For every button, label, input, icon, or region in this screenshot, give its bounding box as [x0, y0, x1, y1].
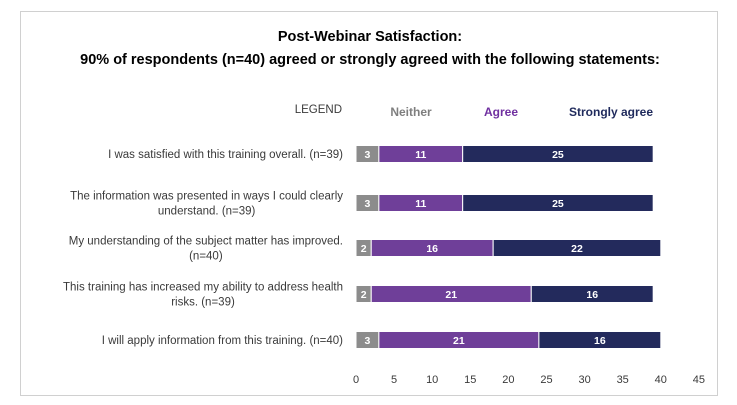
bar-segment [492, 239, 662, 257]
bar-segment [462, 194, 654, 212]
x-tick-label: 30 [578, 374, 590, 386]
data-label: 25 [552, 198, 564, 210]
x-tick-label: 35 [617, 374, 629, 386]
chart-subtitle: 90% of respondents (n=40) agreed or stro… [80, 52, 660, 68]
x-tick-label: 5 [391, 374, 397, 386]
x-tick-label: 40 [655, 374, 667, 386]
category-label: My understanding of the subject matter h… [69, 236, 343, 248]
x-tick-label: 20 [502, 374, 514, 386]
data-label: 11 [415, 149, 426, 161]
data-label: 11 [415, 198, 426, 210]
x-tick-label: 25 [540, 374, 552, 386]
data-label: 21 [453, 335, 465, 347]
chart-title: Post-Webinar Satisfaction: [278, 29, 462, 45]
bars-group: 3 11 253 11 252 16 222 21 163 21 16 [355, 145, 662, 349]
category-label: I will apply information from this train… [102, 335, 343, 347]
category-label: (n=40) [189, 251, 223, 263]
data-label: 16 [594, 335, 606, 347]
category-label: The information was presented in ways I … [70, 191, 343, 203]
bar-segment [462, 145, 654, 163]
chart-frame: Post-Webinar Satisfaction: 90% of respon… [20, 11, 718, 396]
data-label: 3 [365, 335, 371, 347]
legend-entry-neither: Neither [390, 105, 432, 119]
legend-heading: LEGEND [295, 104, 342, 116]
x-tick-label: 0 [353, 374, 359, 386]
data-label: 22 [571, 243, 583, 255]
category-label: risks. (n=39) [171, 297, 235, 309]
bar-segment [530, 285, 654, 303]
category-label: understand. (n=39) [158, 206, 256, 218]
x-tick-label: 10 [426, 374, 438, 386]
data-label: 16 [586, 289, 598, 301]
data-label: 16 [426, 243, 438, 255]
x-axis: 0 5 10 15 20 25 30 35 40 45 [353, 374, 705, 386]
legend-entry-strongly-agree: Strongly agree [569, 105, 653, 119]
x-tick-label: 15 [464, 374, 476, 386]
data-label: 25 [552, 149, 564, 161]
data-label: 3 [365, 149, 371, 161]
legend: Neither Agree Strongly agree [390, 105, 653, 119]
x-tick-label: 45 [693, 374, 705, 386]
data-label: 2 [361, 243, 367, 255]
category-label: This training has increased my ability t… [63, 282, 343, 294]
bar-segment [538, 331, 662, 349]
data-label: 21 [445, 289, 457, 301]
data-label: 3 [365, 198, 371, 210]
data-label: 2 [361, 289, 367, 301]
legend-entry-agree: Agree [484, 105, 518, 119]
stacked-bar-chart: Post-Webinar Satisfaction: 90% of respon… [63, 29, 705, 386]
category-labels: I was satisfied with this training overa… [63, 149, 343, 347]
category-label: I was satisfied with this training overa… [108, 149, 343, 161]
